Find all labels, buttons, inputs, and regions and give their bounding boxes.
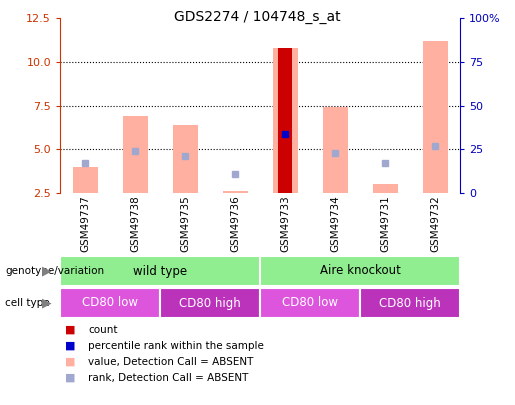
Bar — [422, 41, 448, 193]
Text: ■: ■ — [65, 325, 76, 335]
FancyBboxPatch shape — [60, 256, 260, 286]
Bar — [73, 167, 97, 193]
Text: Aire knockout: Aire knockout — [320, 264, 401, 277]
Text: ■: ■ — [65, 373, 76, 383]
Text: ▶: ▶ — [42, 264, 52, 277]
Text: GSM49738: GSM49738 — [130, 196, 140, 252]
Bar — [173, 125, 197, 193]
Bar — [322, 107, 348, 193]
Text: GSM49732: GSM49732 — [430, 196, 440, 252]
Text: ■: ■ — [65, 357, 76, 367]
Bar — [278, 48, 292, 193]
Text: cell type: cell type — [5, 298, 50, 308]
Text: GSM49734: GSM49734 — [330, 196, 340, 252]
Text: GSM49737: GSM49737 — [80, 196, 90, 252]
FancyBboxPatch shape — [360, 288, 460, 318]
Text: GSM49733: GSM49733 — [280, 196, 290, 252]
Text: GSM49731: GSM49731 — [380, 196, 390, 252]
Text: CD80 low: CD80 low — [82, 296, 138, 309]
Text: ■: ■ — [65, 341, 76, 351]
Bar — [372, 184, 398, 193]
Text: genotype/variation: genotype/variation — [5, 266, 104, 276]
Text: wild type: wild type — [133, 264, 187, 277]
Text: GSM49736: GSM49736 — [230, 196, 240, 252]
Text: rank, Detection Call = ABSENT: rank, Detection Call = ABSENT — [89, 373, 249, 383]
Bar — [123, 116, 147, 193]
Text: value, Detection Call = ABSENT: value, Detection Call = ABSENT — [89, 357, 254, 367]
Bar — [222, 191, 248, 193]
Text: GDS2274 / 104748_s_at: GDS2274 / 104748_s_at — [174, 10, 341, 24]
Text: CD80 high: CD80 high — [179, 296, 241, 309]
Text: percentile rank within the sample: percentile rank within the sample — [89, 341, 264, 351]
Text: count: count — [89, 325, 118, 335]
Text: ▶: ▶ — [42, 296, 52, 309]
FancyBboxPatch shape — [60, 288, 160, 318]
FancyBboxPatch shape — [260, 288, 360, 318]
FancyBboxPatch shape — [260, 256, 460, 286]
Text: CD80 low: CD80 low — [282, 296, 338, 309]
Text: CD80 high: CD80 high — [379, 296, 441, 309]
FancyBboxPatch shape — [160, 288, 260, 318]
Bar — [272, 48, 298, 193]
Text: GSM49735: GSM49735 — [180, 196, 190, 252]
